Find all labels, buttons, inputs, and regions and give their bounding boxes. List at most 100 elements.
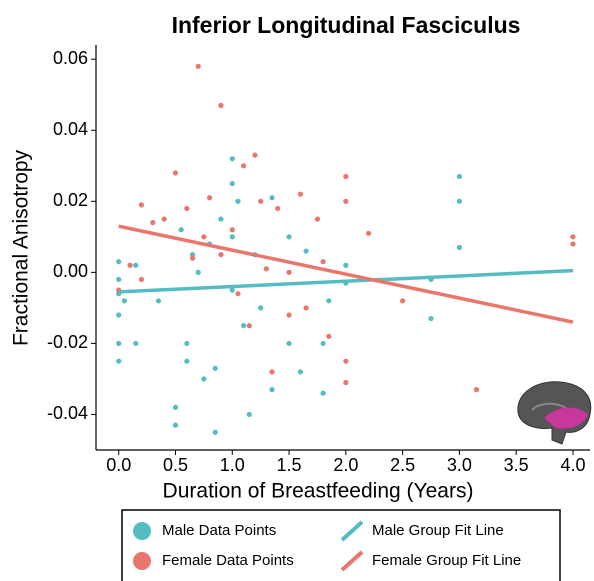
legend-line xyxy=(340,550,364,572)
data-point xyxy=(314,216,321,222)
data-point xyxy=(286,234,292,240)
data-point xyxy=(320,390,326,396)
data-point xyxy=(235,291,241,297)
data-point xyxy=(201,234,207,240)
legend-label: Male Data Points xyxy=(162,522,276,539)
data-point xyxy=(206,195,213,201)
data-point xyxy=(258,305,264,311)
data-point xyxy=(269,387,275,393)
data-point xyxy=(116,259,122,265)
data-point xyxy=(178,227,184,233)
data-point xyxy=(229,180,235,187)
data-point xyxy=(303,248,309,254)
data-point xyxy=(189,252,196,258)
data-point xyxy=(456,198,463,204)
data-point xyxy=(229,287,235,293)
data-point xyxy=(297,191,304,197)
data-point xyxy=(189,255,196,261)
data-point xyxy=(241,323,247,329)
data-point xyxy=(263,266,269,272)
y-tick-label: 0.00 xyxy=(53,261,88,281)
y-tick-label: -0.04 xyxy=(47,403,88,423)
data-point xyxy=(172,422,179,428)
x-tick-label: 3.5 xyxy=(504,455,529,475)
data-point xyxy=(275,205,281,212)
data-point xyxy=(161,216,167,222)
data-point xyxy=(195,269,201,275)
data-point xyxy=(343,198,349,204)
data-point xyxy=(133,340,139,347)
legend-label: Female Group Fit Line xyxy=(372,552,521,569)
data-point xyxy=(121,298,127,304)
x-tick-label: 1.0 xyxy=(220,455,245,475)
data-point xyxy=(320,340,326,347)
data-point xyxy=(172,170,179,176)
data-point xyxy=(570,241,576,247)
data-point xyxy=(286,269,292,275)
data-point xyxy=(218,216,224,222)
data-point xyxy=(343,358,349,364)
data-point xyxy=(365,230,372,236)
x-tick-label: 0.5 xyxy=(163,455,188,475)
data-point xyxy=(155,298,162,304)
data-point xyxy=(218,252,224,258)
legend-line xyxy=(340,520,364,542)
data-point xyxy=(116,358,122,364)
y-tick-label: 0.06 xyxy=(53,48,88,68)
data-point xyxy=(138,276,145,283)
data-point xyxy=(201,376,207,382)
x-tick-label: 4.0 xyxy=(560,455,585,475)
y-tick-label: -0.02 xyxy=(47,332,88,352)
data-point xyxy=(570,234,576,240)
x-tick-label: 2.5 xyxy=(390,455,415,475)
data-point xyxy=(456,244,463,251)
data-point xyxy=(212,365,218,371)
data-point xyxy=(195,63,201,69)
legend-box xyxy=(121,509,561,581)
data-point xyxy=(303,305,309,311)
data-point xyxy=(320,259,326,265)
data-point xyxy=(246,323,252,329)
fit-line xyxy=(118,268,574,294)
data-point xyxy=(269,195,275,201)
data-point xyxy=(229,234,235,240)
data-point xyxy=(133,262,139,268)
data-point xyxy=(241,163,247,169)
data-point xyxy=(400,298,406,304)
data-point xyxy=(116,340,122,347)
y-tick-label: 0.04 xyxy=(53,119,88,139)
x-tick-label: 0.0 xyxy=(106,455,131,475)
data-point xyxy=(138,202,145,208)
data-point xyxy=(343,379,349,386)
data-point xyxy=(229,156,235,162)
data-point xyxy=(172,404,179,410)
data-point xyxy=(473,387,480,393)
data-point xyxy=(116,312,122,318)
data-point xyxy=(184,205,190,212)
data-point xyxy=(326,333,332,339)
legend-label: Male Group Fit Line xyxy=(372,522,504,539)
data-point xyxy=(428,315,434,322)
data-point xyxy=(343,262,349,268)
data-point xyxy=(456,173,463,180)
data-point xyxy=(127,262,133,268)
data-point xyxy=(246,411,252,418)
data-point xyxy=(286,312,292,318)
legend-label: Female Data Points xyxy=(162,552,294,569)
data-point xyxy=(218,102,224,108)
x-axis-label: Duration of Breastfeeding (Years) xyxy=(163,480,474,503)
y-axis-label: Fractional Anisotropy xyxy=(10,149,33,346)
brain-icon xyxy=(517,381,592,445)
fit-line xyxy=(118,224,574,324)
data-point xyxy=(297,369,304,375)
data-point xyxy=(229,227,235,233)
data-point xyxy=(235,198,241,204)
legend-marker xyxy=(133,522,151,540)
x-tick-label: 2.0 xyxy=(333,455,358,475)
y-tick-label: 0.02 xyxy=(53,190,88,210)
x-tick-label: 3.0 xyxy=(447,455,472,475)
data-point xyxy=(258,198,264,204)
chart-title: Inferior Longitudinal Fasciculus xyxy=(172,12,521,38)
data-point xyxy=(269,369,275,375)
